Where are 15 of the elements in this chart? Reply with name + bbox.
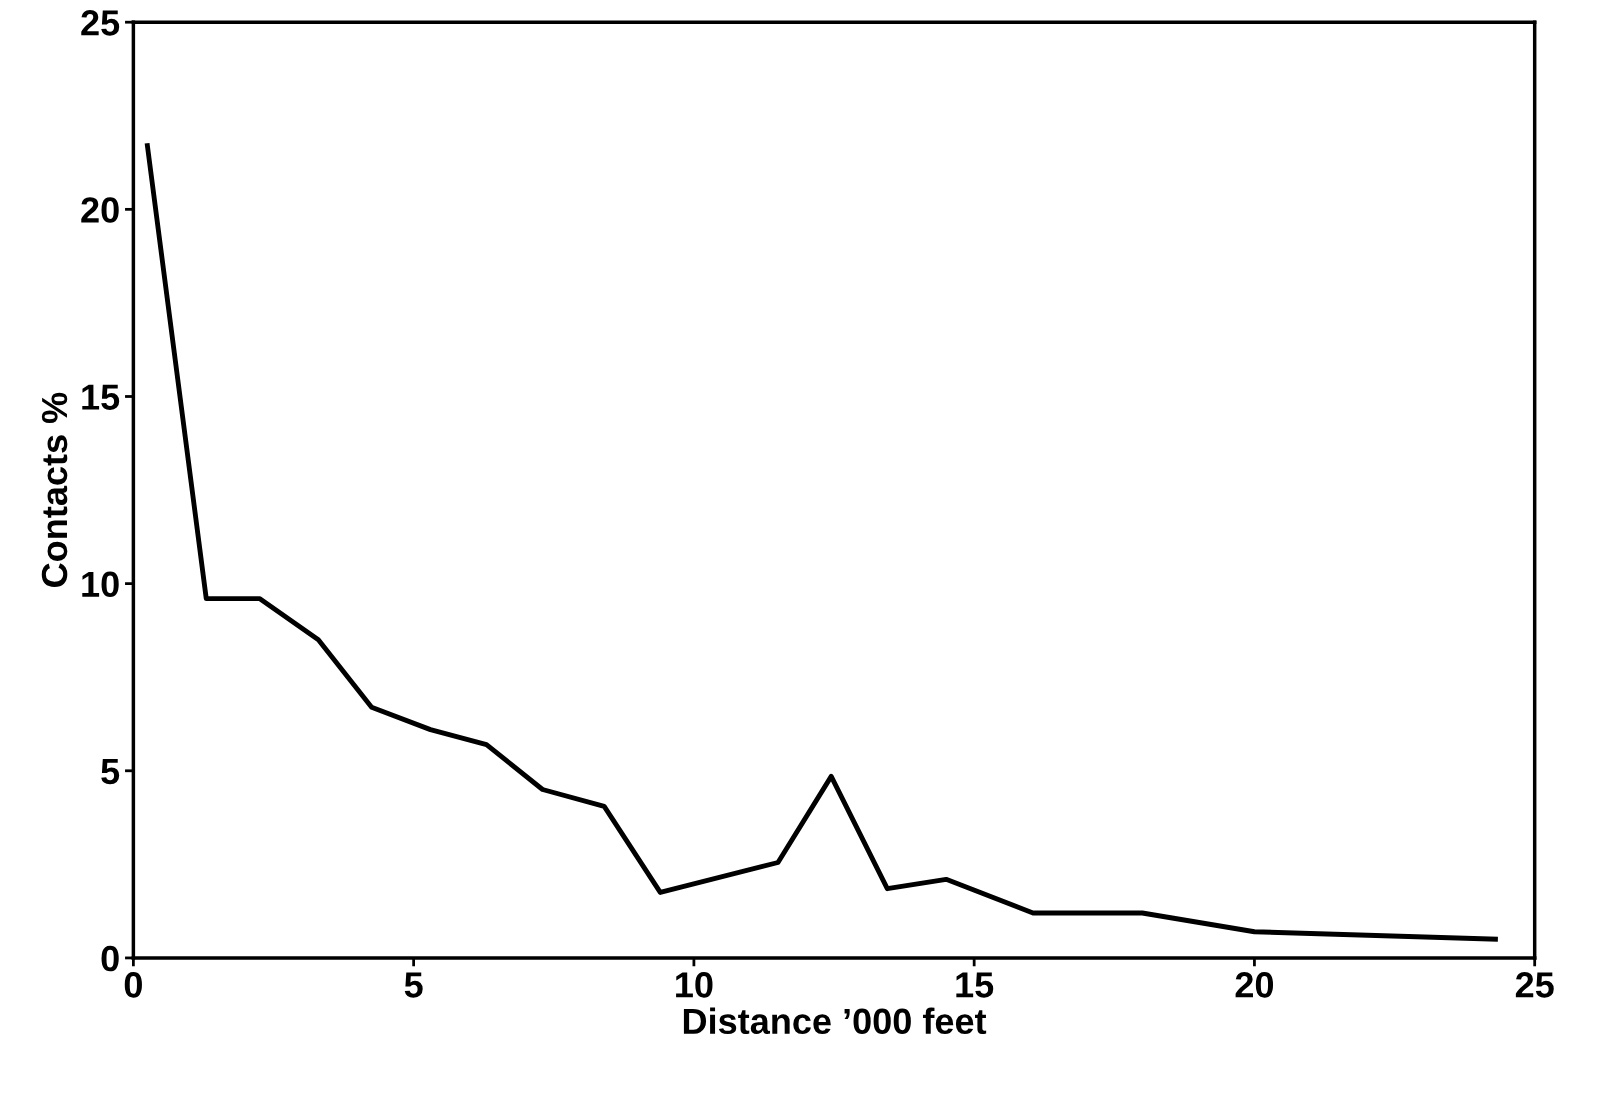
y-tick-label: 10 (82, 571, 119, 598)
x-tick-label: 0 (124, 972, 142, 998)
x-tick-label: 20 (1235, 972, 1274, 998)
x-tick-label: 5 (404, 972, 423, 998)
line-series (144, 143, 1498, 942)
x-axis-title: Distance ’000 feet (683, 1007, 987, 1035)
y-tick-label: 20 (81, 197, 119, 223)
x-tick-label: 15 (956, 972, 994, 998)
y-tick-label: 5 (101, 759, 120, 785)
y-tick-label: 0 (101, 945, 119, 972)
x-tick-label: 10 (676, 972, 713, 998)
x-tick-label: 25 (1515, 972, 1554, 998)
y-axis-title: Contacts % (41, 392, 68, 587)
y-tick-label: 25 (81, 10, 120, 36)
y-tick-label: 15 (82, 384, 120, 410)
